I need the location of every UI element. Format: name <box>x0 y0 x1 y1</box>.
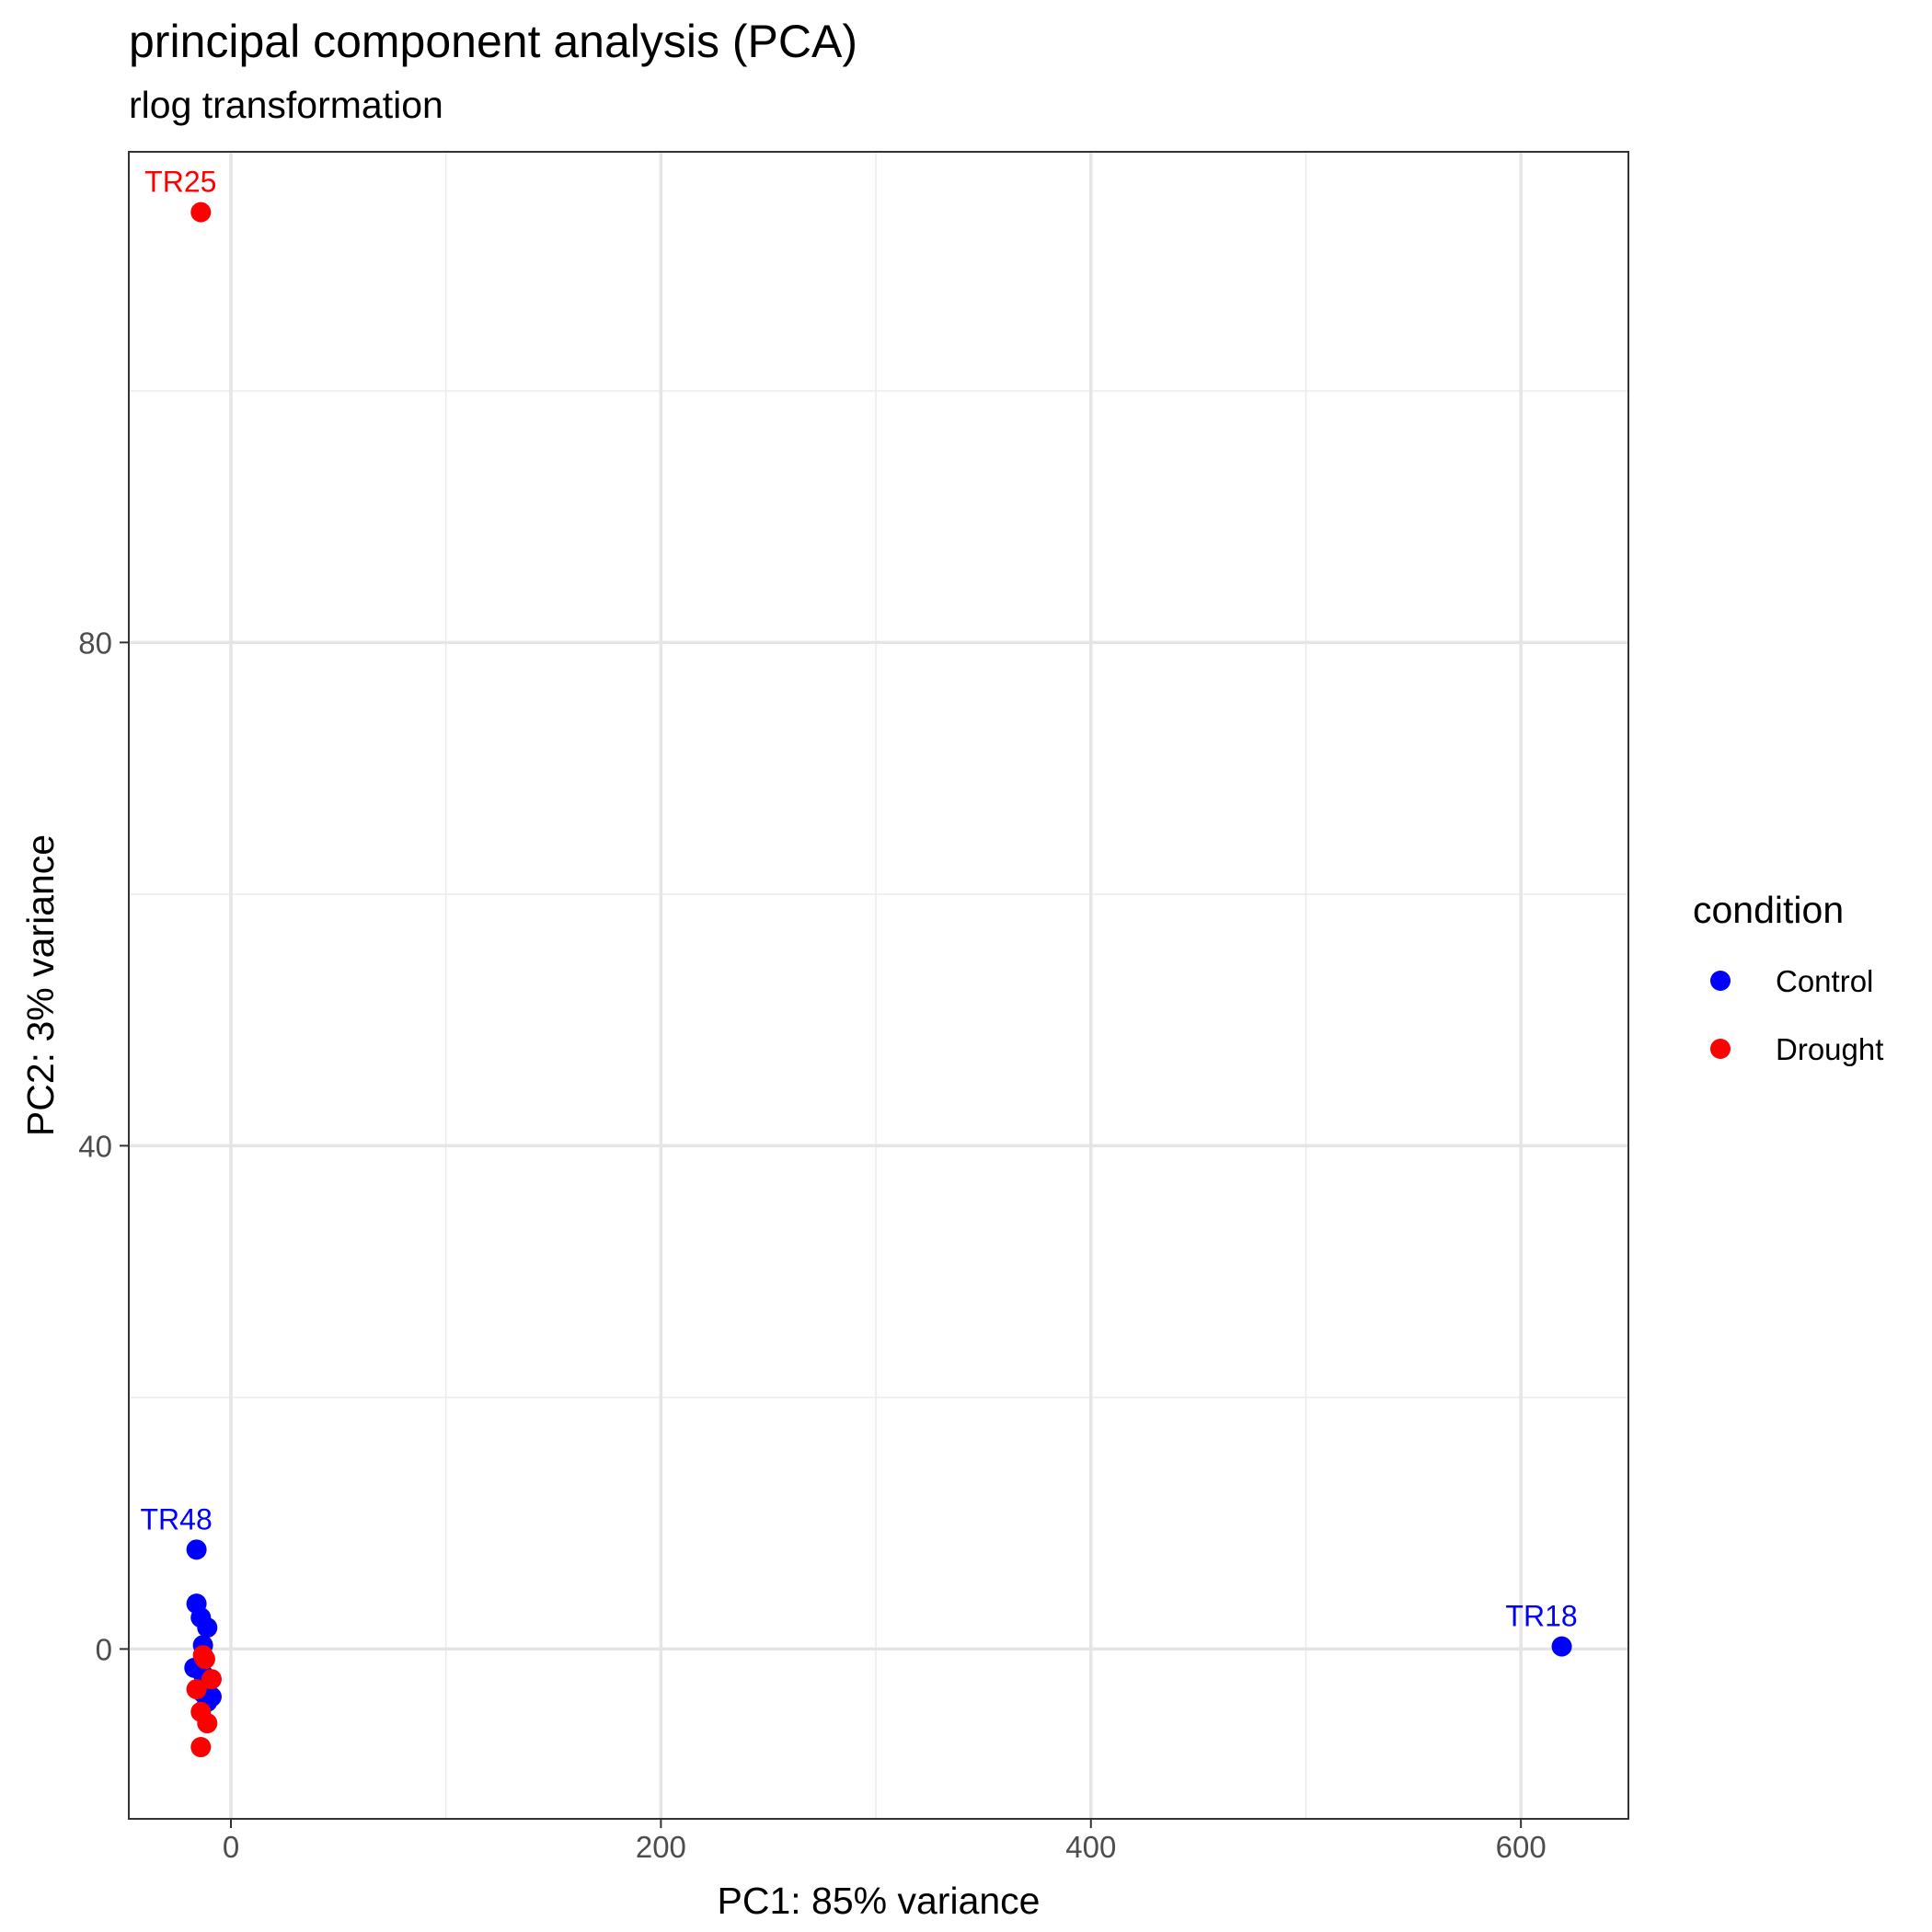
x-axis-title: PC1: 85% variance <box>718 1880 1041 1922</box>
point-drought <box>197 1713 218 1734</box>
point-label-tr48: TR48 <box>140 1502 212 1535</box>
point-control <box>197 1617 218 1639</box>
x-tick-label: 200 <box>636 1830 686 1864</box>
point-control <box>1551 1636 1572 1657</box>
point-drought <box>190 201 212 223</box>
point-drought <box>190 1737 212 1758</box>
legend: condition Control Drought <box>1693 889 1883 1066</box>
grid-lines <box>129 152 1628 1819</box>
legend-title: condition <box>1693 889 1844 931</box>
point-labels: TR48 TR18 TR25 <box>140 166 1577 1633</box>
y-tick-label: 0 <box>96 1632 112 1666</box>
point-drought <box>194 1649 215 1670</box>
legend-key-drought <box>1710 1039 1731 1059</box>
plot-background <box>129 152 1628 1819</box>
y-tick-label: 80 <box>78 626 112 660</box>
point-label-tr18: TR18 <box>1505 1600 1577 1633</box>
data-points <box>184 201 1572 1758</box>
y-axis-title: PC2: 3% variance <box>19 834 62 1136</box>
x-tick-label: 600 <box>1496 1830 1547 1864</box>
chart-subtitle: rlog transformation <box>129 84 443 126</box>
point-control <box>186 1539 207 1560</box>
y-tick-label: 40 <box>78 1129 112 1163</box>
plot-border <box>128 151 1629 1820</box>
point-drought <box>201 1669 222 1690</box>
point-drought <box>186 1679 207 1700</box>
legend-entries: Control Drought <box>1710 964 1883 1066</box>
point-label-tr25: TR25 <box>144 166 216 199</box>
legend-key-control <box>1710 971 1731 991</box>
legend-label-control: Control <box>1776 964 1873 998</box>
legend-label-drought: Drought <box>1776 1032 1883 1066</box>
axis-ticks: 0 200 400 600 0 40 80 <box>78 626 1546 1864</box>
x-tick-label: 400 <box>1065 1830 1116 1864</box>
x-tick-label: 0 <box>223 1830 239 1864</box>
chart-title: principal component analysis (PCA) <box>129 16 857 67</box>
